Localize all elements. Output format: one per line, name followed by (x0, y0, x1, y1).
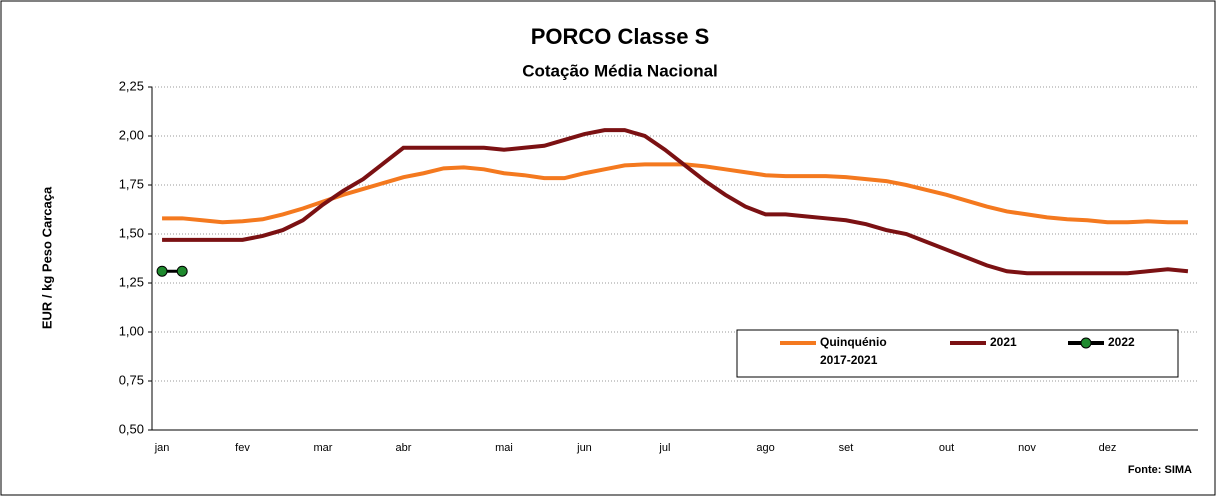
x-tick-label: dez (1099, 442, 1117, 454)
legend-label-line: Quinquénio (820, 335, 887, 349)
y-tick-label: 2,25 (119, 78, 144, 93)
y-tick-label: 1,75 (119, 176, 144, 191)
x-tick-label: jan (154, 442, 170, 454)
x-tick-label: mai (495, 442, 513, 454)
y-tick-label: 1,50 (119, 225, 144, 240)
x-tick-label: set (839, 442, 854, 454)
y-tick-label: 1,00 (119, 323, 144, 338)
y-tick-label: 0,50 (119, 421, 144, 436)
y-tick-label: 1,25 (119, 274, 144, 289)
x-tick-label: ago (756, 442, 774, 454)
legend-box (736, 329, 1179, 378)
chart-title: PORCO Classe S (531, 24, 710, 49)
legend-marker (1080, 337, 1092, 349)
legend-label: Quinquénio 2017-2021 (820, 335, 887, 367)
y-axis-label: EUR / kg Peso Carcaça (39, 186, 54, 329)
x-tick-label: fev (235, 442, 250, 454)
source-note: Fonte: SIMA (1128, 464, 1192, 476)
x-tick-label: out (939, 442, 954, 454)
y-tick-label: 0,75 (119, 372, 144, 387)
x-tick-label: jul (658, 442, 670, 454)
y-tick-label: 2,00 (119, 127, 144, 142)
series-marker (156, 265, 168, 277)
legend-label-line: 2017-2021 (820, 353, 878, 367)
series-line (162, 128, 1189, 276)
series-marker (176, 265, 188, 277)
chart-subtitle: Cotação Média Nacional (522, 61, 718, 80)
x-tick-label: jun (576, 442, 592, 454)
x-tick-label: nov (1018, 442, 1036, 454)
x-tick-label: abr (395, 442, 411, 454)
legend-label: 2021 (990, 335, 1017, 349)
legend-label: 2022 (1108, 335, 1135, 349)
x-tick-label: mar (314, 442, 333, 454)
